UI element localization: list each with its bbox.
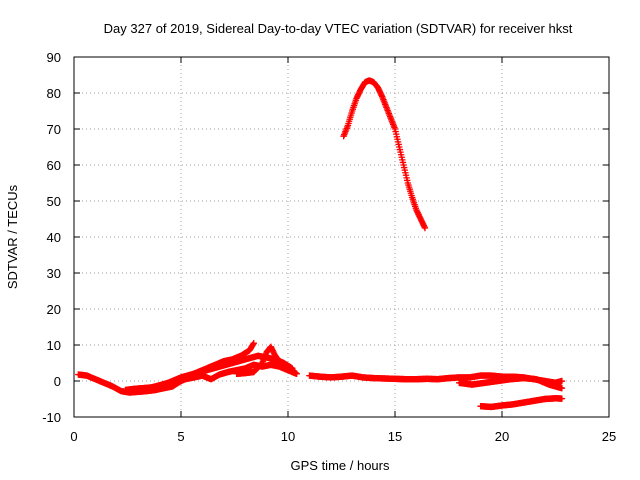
y-tick-label: 40 [47, 230, 61, 245]
data-point [250, 340, 257, 347]
x-tick-label: 25 [602, 429, 616, 444]
data-point [558, 385, 566, 392]
series-peak-arc [340, 77, 429, 232]
chart-title: Day 327 of 2019, Sidereal Day-to-day VTE… [104, 21, 573, 36]
y-tick-label: 30 [47, 266, 61, 281]
data-point [558, 377, 566, 385]
ticks-layer: 0 5 10 15 20 25 -10 0 10 20 30 40 50 60 70 80 90 [42, 50, 616, 444]
x-tick-label: 20 [495, 429, 509, 444]
y-tick-label: -10 [42, 410, 61, 425]
y-tick-label: 50 [47, 194, 61, 209]
y-axis-label: SDTVAR / TECUs [5, 184, 20, 289]
series-low-cross [233, 343, 300, 377]
x-tick-label: 10 [281, 429, 295, 444]
series-low-band-b [122, 352, 296, 394]
x-axis-label: GPS time / hours [291, 458, 390, 473]
x-tick-label: 5 [177, 429, 184, 444]
x-tick-label: 15 [388, 429, 402, 444]
y-tick-label: 70 [47, 122, 61, 137]
y-tick-label: 60 [47, 158, 61, 173]
data-point [421, 224, 429, 232]
x-tick-label: 0 [70, 429, 77, 444]
y-tick-label: 10 [47, 338, 61, 353]
y-tick-label: 90 [47, 50, 61, 65]
grid-layer [74, 57, 609, 417]
y-tick-label: 80 [47, 86, 61, 101]
series-late-band [456, 374, 566, 392]
y-tick-label: 0 [54, 374, 61, 389]
series-late-dip [477, 395, 566, 411]
y-tick-label: 20 [47, 302, 61, 317]
data-point [293, 370, 300, 377]
data-layer [75, 77, 566, 411]
plot-frame [73, 56, 610, 418]
data-point [558, 395, 566, 402]
